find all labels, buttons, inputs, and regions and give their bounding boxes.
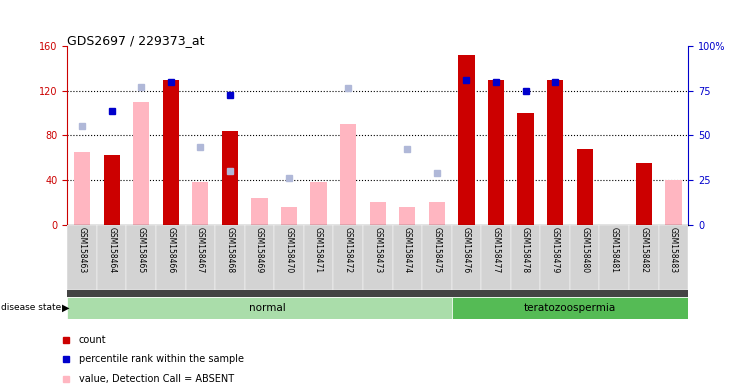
Text: GDS2697 / 229373_at: GDS2697 / 229373_at	[67, 34, 205, 47]
Bar	[156, 225, 186, 290]
Text: count: count	[79, 335, 106, 345]
Text: GSM158475: GSM158475	[432, 227, 441, 273]
Bar	[275, 225, 304, 290]
Bar	[97, 225, 126, 290]
Bar	[570, 225, 599, 290]
Text: GSM158483: GSM158483	[669, 227, 678, 273]
Text: GSM158464: GSM158464	[107, 227, 116, 273]
Bar	[281, 207, 297, 225]
Bar	[186, 225, 215, 290]
Bar	[599, 225, 629, 290]
Bar	[636, 163, 652, 225]
Text: GSM158468: GSM158468	[225, 227, 234, 273]
Bar	[103, 156, 120, 225]
Text: GSM158470: GSM158470	[284, 227, 293, 273]
Bar	[162, 79, 179, 225]
Bar	[452, 225, 481, 290]
Bar	[304, 225, 334, 290]
Bar	[511, 225, 540, 290]
Text: percentile rank within the sample: percentile rank within the sample	[79, 354, 244, 364]
Text: GSM158480: GSM158480	[580, 227, 589, 273]
Bar	[67, 225, 97, 290]
Bar	[74, 152, 91, 225]
Bar	[547, 79, 563, 225]
Text: GSM158463: GSM158463	[78, 227, 87, 273]
Bar	[245, 225, 275, 290]
Text: GSM158479: GSM158479	[551, 227, 560, 273]
Text: GSM158481: GSM158481	[610, 227, 619, 273]
Text: GSM158473: GSM158473	[373, 227, 382, 273]
Bar	[399, 207, 415, 225]
Text: normal: normal	[248, 303, 285, 313]
Bar	[429, 202, 445, 225]
Bar	[459, 55, 474, 225]
Text: GSM158469: GSM158469	[255, 227, 264, 273]
Text: GSM158478: GSM158478	[521, 227, 530, 273]
Bar	[133, 102, 150, 225]
Bar	[481, 225, 511, 290]
Text: disease state: disease state	[1, 303, 62, 313]
Bar	[422, 225, 452, 290]
Text: ▶: ▶	[62, 303, 70, 313]
Text: value, Detection Call = ABSENT: value, Detection Call = ABSENT	[79, 374, 234, 384]
Text: GSM158465: GSM158465	[137, 227, 146, 273]
Bar	[518, 113, 533, 225]
Bar	[126, 225, 156, 290]
Bar	[370, 202, 386, 225]
Bar	[67, 297, 452, 319]
Text: GSM158474: GSM158474	[403, 227, 412, 273]
Text: GSM158476: GSM158476	[462, 227, 471, 273]
Bar	[340, 124, 356, 225]
Bar	[540, 225, 570, 290]
Text: GSM158466: GSM158466	[166, 227, 175, 273]
Text: GSM158477: GSM158477	[491, 227, 500, 273]
Text: GSM158472: GSM158472	[343, 227, 352, 273]
Bar	[222, 131, 238, 225]
Bar	[334, 225, 363, 290]
Bar	[577, 149, 593, 225]
Bar	[658, 225, 688, 290]
Bar	[215, 225, 245, 290]
Bar	[629, 225, 658, 290]
Bar	[363, 225, 393, 290]
Text: GSM158467: GSM158467	[196, 227, 205, 273]
Bar	[452, 297, 688, 319]
Text: GSM158471: GSM158471	[314, 227, 323, 273]
Bar	[192, 182, 209, 225]
Bar	[393, 225, 422, 290]
Bar	[488, 79, 504, 225]
Bar	[310, 182, 327, 225]
Bar	[67, 290, 688, 297]
Bar	[665, 180, 681, 225]
Text: teratozoospermia: teratozoospermia	[524, 303, 616, 313]
Bar	[251, 198, 268, 225]
Text: GSM158482: GSM158482	[640, 227, 649, 273]
